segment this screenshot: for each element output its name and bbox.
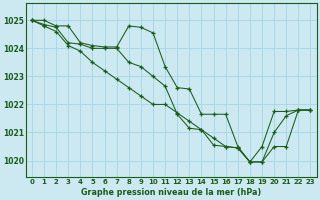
X-axis label: Graphe pression niveau de la mer (hPa): Graphe pression niveau de la mer (hPa) [81, 188, 261, 197]
